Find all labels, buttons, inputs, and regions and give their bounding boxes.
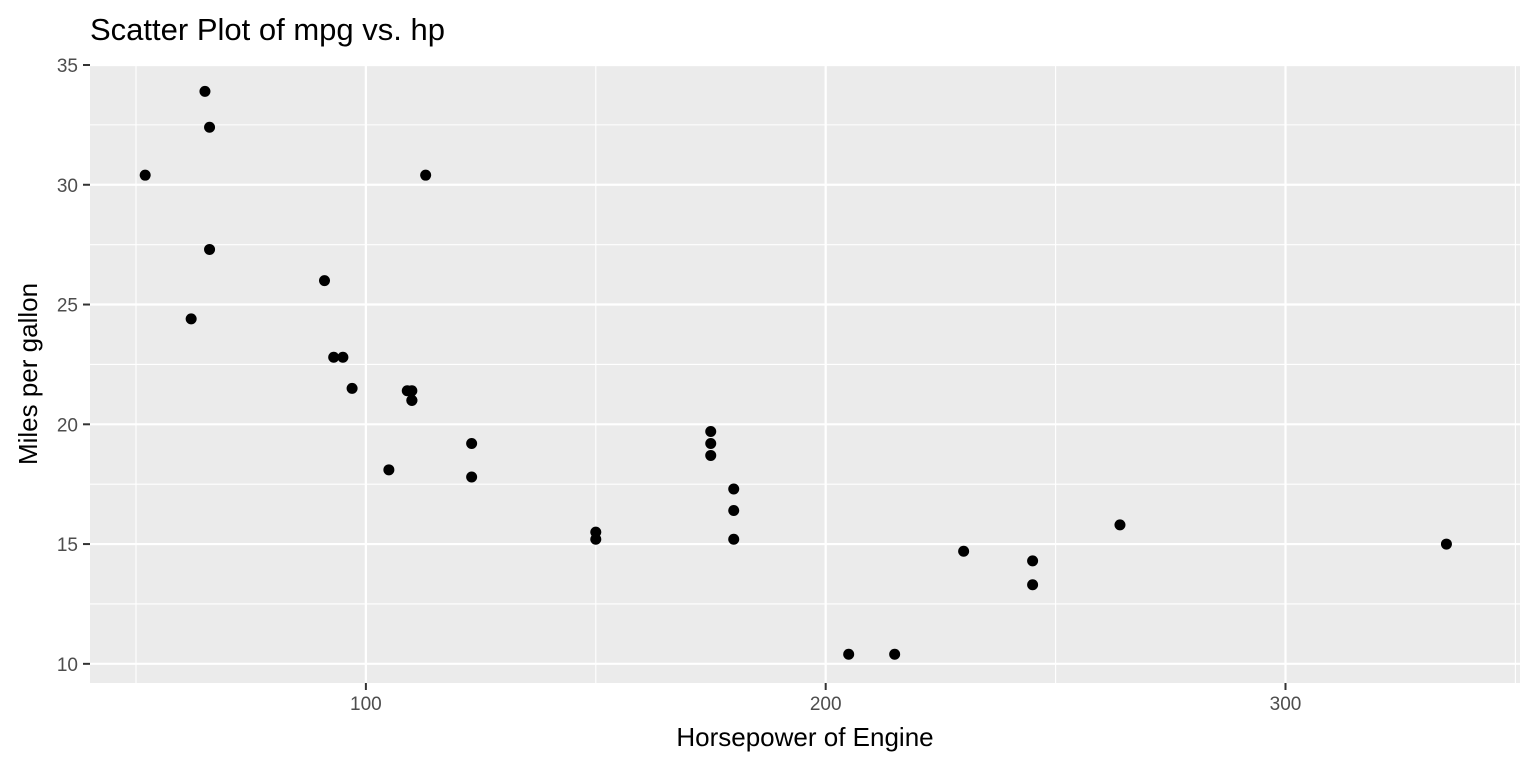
plot-panel bbox=[90, 65, 1520, 683]
data-point bbox=[420, 169, 432, 181]
data-point bbox=[958, 545, 970, 557]
data-point bbox=[328, 351, 340, 363]
y-tick-label: 25 bbox=[57, 296, 78, 317]
data-point bbox=[204, 243, 216, 255]
data-point bbox=[590, 533, 602, 545]
data-point bbox=[406, 394, 418, 406]
data-point bbox=[843, 648, 855, 660]
data-points bbox=[139, 85, 1452, 660]
x-tick-label: 200 bbox=[810, 694, 842, 715]
data-point bbox=[1114, 519, 1126, 531]
data-point bbox=[889, 648, 901, 660]
data-point bbox=[139, 169, 151, 181]
data-point bbox=[383, 464, 395, 476]
y-axis-title: Miles per gallon bbox=[13, 283, 43, 465]
grid-lines bbox=[90, 63, 1520, 683]
y-tick-label: 30 bbox=[57, 176, 78, 197]
data-point bbox=[319, 275, 331, 287]
x-axis-title: Horsepower of Engine bbox=[676, 722, 933, 752]
data-point bbox=[1027, 579, 1039, 591]
data-point bbox=[728, 505, 740, 517]
axis-ticks: 100 200 300 10 15 20 25 30 35 bbox=[57, 56, 1301, 715]
x-tick-label: 300 bbox=[1270, 694, 1302, 715]
data-point bbox=[728, 533, 740, 545]
data-point bbox=[705, 449, 717, 461]
data-point bbox=[1027, 555, 1039, 567]
data-point bbox=[466, 471, 478, 483]
data-point bbox=[705, 425, 717, 437]
data-point bbox=[204, 121, 216, 133]
data-point bbox=[337, 351, 349, 363]
x-tick-label: 100 bbox=[350, 694, 382, 715]
y-tick-label: 10 bbox=[57, 655, 78, 676]
data-point bbox=[705, 437, 717, 449]
y-tick-label: 15 bbox=[57, 535, 78, 556]
y-tick-label: 20 bbox=[57, 415, 78, 436]
chart-title: Scatter Plot of mpg vs. hp bbox=[90, 12, 445, 47]
data-point bbox=[466, 437, 478, 449]
y-tick-label: 35 bbox=[57, 56, 78, 77]
data-point bbox=[199, 85, 211, 97]
data-point bbox=[401, 385, 413, 397]
data-point bbox=[728, 483, 740, 495]
data-point bbox=[1440, 538, 1452, 550]
data-point bbox=[185, 313, 197, 325]
data-point bbox=[346, 382, 358, 394]
